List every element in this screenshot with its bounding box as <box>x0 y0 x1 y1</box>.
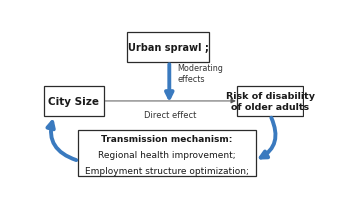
FancyBboxPatch shape <box>44 86 104 116</box>
Text: Moderating
effects: Moderating effects <box>177 64 223 84</box>
FancyBboxPatch shape <box>78 131 256 176</box>
Text: Employment structure optimization;: Employment structure optimization; <box>85 166 249 175</box>
Text: Direct effect: Direct effect <box>144 110 197 119</box>
FancyBboxPatch shape <box>127 33 209 63</box>
FancyBboxPatch shape <box>237 86 303 116</box>
Text: Risk of disability
of older adults: Risk of disability of older adults <box>226 91 315 112</box>
Text: Urban sprawl ;: Urban sprawl ; <box>127 43 209 53</box>
Text: City Size: City Size <box>48 96 99 106</box>
Text: Regional health improvement;: Regional health improvement; <box>98 150 236 159</box>
Text: Transmission mechanism:: Transmission mechanism: <box>101 134 232 143</box>
